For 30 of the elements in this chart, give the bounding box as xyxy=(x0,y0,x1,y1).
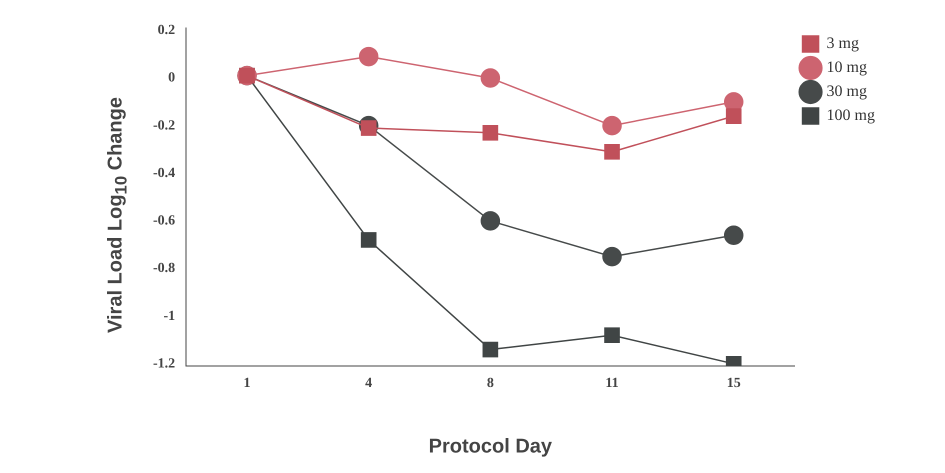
point xyxy=(482,124,498,141)
y-tick-label: -0.2 xyxy=(152,118,176,134)
point xyxy=(602,116,622,136)
y-tick-label: 0.2 xyxy=(158,22,176,38)
point xyxy=(480,68,500,88)
point xyxy=(482,342,498,358)
x-tick-label: 8 xyxy=(486,376,494,392)
y-tick-label: -0.8 xyxy=(152,261,176,276)
legend-label: 3 mg xyxy=(826,35,860,52)
legend-label: 10 mg xyxy=(826,59,868,76)
y-tick-label: -0.6 xyxy=(152,214,176,229)
x-axis-title: Protocol Day xyxy=(428,436,553,458)
y-tick-label: 0 xyxy=(168,70,176,86)
point xyxy=(604,144,620,160)
x-tick-label: 15 xyxy=(726,376,741,392)
point xyxy=(480,211,500,231)
x-tick-label: 1 xyxy=(244,376,250,392)
point xyxy=(358,46,378,66)
point xyxy=(724,225,744,245)
y-tick-label: -1.2 xyxy=(152,356,176,372)
y-tick-label: -0.4 xyxy=(152,166,176,181)
point xyxy=(602,246,622,266)
legend-label: 100 mg xyxy=(826,107,876,124)
legend-label: 30 mg xyxy=(826,83,868,100)
y-tick-label: -1 xyxy=(163,308,176,324)
point xyxy=(360,232,376,248)
x-tick-label: 11 xyxy=(605,376,619,392)
point xyxy=(604,327,620,344)
point xyxy=(726,108,742,124)
x-tick-label: 4 xyxy=(365,376,372,392)
